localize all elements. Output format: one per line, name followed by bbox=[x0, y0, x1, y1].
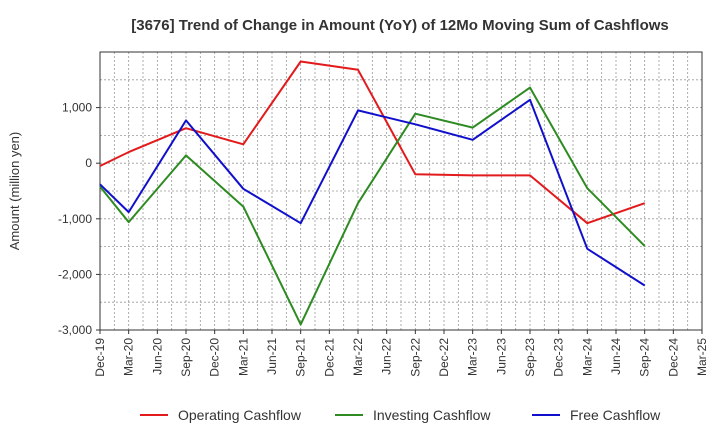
y-tick-label: 0 bbox=[85, 156, 92, 170]
x-tick-label: Mar-22 bbox=[351, 338, 365, 376]
y-tick-label: -3,000 bbox=[58, 323, 92, 337]
x-tick-label: Dec-21 bbox=[322, 338, 336, 377]
x-tick-label: Mar-21 bbox=[236, 338, 250, 376]
y-axis: 1,000 0 -1,000 -2,000 -3,000 bbox=[58, 101, 100, 337]
chart-title: [3676] Trend of Change in Amount (YoY) o… bbox=[131, 17, 669, 34]
x-tick-label: Jun-23 bbox=[494, 338, 508, 375]
series-lines bbox=[99, 60, 646, 326]
x-tick-label: Dec-24 bbox=[666, 338, 680, 377]
x-tick-label: Jun-22 bbox=[380, 338, 394, 375]
series-line-investing-cashflow bbox=[99, 86, 646, 326]
x-tick-label: Jun-21 bbox=[265, 338, 279, 375]
x-tick-label: Mar-24 bbox=[580, 338, 594, 376]
x-tick-label: Mar-25 bbox=[695, 338, 709, 376]
y-axis-label: Amount (million yen) bbox=[7, 132, 22, 251]
x-tick-label: Mar-23 bbox=[466, 338, 480, 376]
series-line-free-cashflow bbox=[99, 98, 646, 287]
x-tick-label: Mar-20 bbox=[122, 338, 136, 376]
legend: Operating Cashflow Investing Cashflow Free… bbox=[140, 407, 661, 423]
legend-label: Operating Cashflow bbox=[178, 407, 302, 423]
y-tick-label: -1,000 bbox=[58, 212, 92, 226]
x-tick-label: Dec-23 bbox=[552, 338, 566, 377]
x-tick-label: Jun-20 bbox=[150, 338, 164, 375]
x-tick-label: Sep-22 bbox=[408, 338, 422, 377]
x-axis: Dec-19 Mar-20 Jun-20 Sep-20 Dec-20 Mar-21 Jun-… bbox=[93, 330, 709, 377]
plot-frame bbox=[99, 51, 703, 331]
x-tick-label: Dec-22 bbox=[437, 338, 451, 377]
x-tick-label: Sep-21 bbox=[294, 338, 308, 377]
legend-label: Investing Cashflow bbox=[373, 407, 491, 423]
x-tick-label: Sep-20 bbox=[179, 338, 193, 377]
series-line-operating-cashflow bbox=[99, 60, 646, 225]
x-tick-label: Sep-23 bbox=[523, 338, 537, 377]
x-tick-label: Jun-24 bbox=[609, 338, 623, 375]
x-tick-label: Dec-20 bbox=[208, 338, 222, 377]
x-tick-label: Dec-19 bbox=[93, 338, 107, 377]
y-tick-label: -2,000 bbox=[58, 267, 92, 281]
x-tick-label: Sep-24 bbox=[638, 338, 652, 377]
y-tick-label: 1,000 bbox=[62, 101, 92, 115]
legend-label: Free Cashflow bbox=[570, 407, 661, 423]
